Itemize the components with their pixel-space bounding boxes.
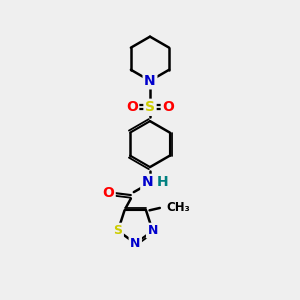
Text: CH₃: CH₃ xyxy=(167,202,191,214)
Text: N: N xyxy=(142,176,154,189)
Text: H: H xyxy=(157,176,168,189)
Text: S: S xyxy=(145,100,155,114)
Text: S: S xyxy=(113,224,122,237)
Text: O: O xyxy=(126,100,138,114)
Text: O: O xyxy=(162,100,174,114)
Text: N: N xyxy=(144,74,156,88)
Text: N: N xyxy=(130,237,140,250)
Text: N: N xyxy=(148,224,158,237)
Text: O: O xyxy=(102,186,114,200)
